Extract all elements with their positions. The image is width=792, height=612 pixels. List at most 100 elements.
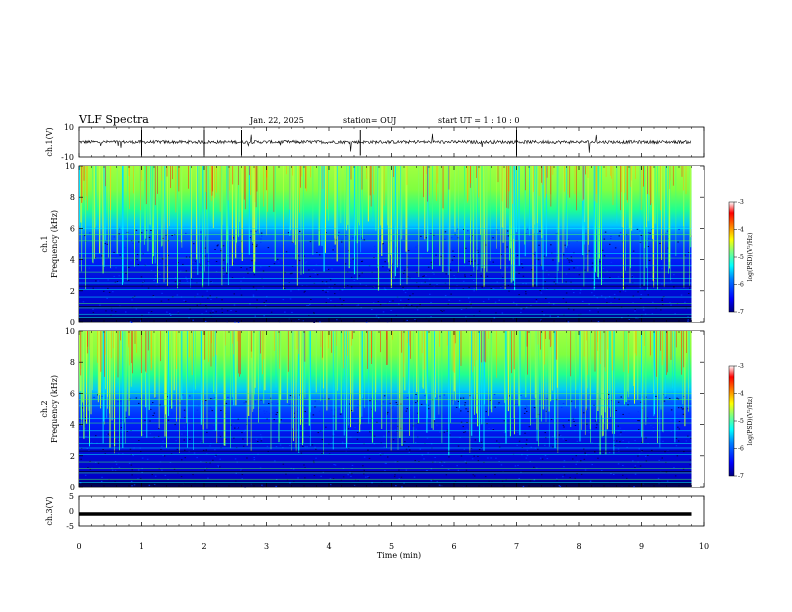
spectrogram-speckle (583, 412, 585, 414)
spectrogram-speckle (628, 400, 630, 402)
spectrogram-speckle (387, 270, 389, 272)
spectrogram-speckle (313, 414, 316, 416)
spectrogram-speckle (129, 448, 132, 450)
spectrogram-speckle (216, 245, 218, 247)
spectrogram-speckle (640, 320, 642, 322)
spectrogram-speckle (583, 404, 585, 406)
spectrogram-speckle (288, 282, 290, 283)
spectrogram-speckle (214, 449, 216, 451)
spectrogram-speckle (603, 238, 606, 240)
spectrogram-speckle (217, 244, 219, 246)
spectrogram-speckle (196, 457, 198, 459)
spectrogram-speckle (398, 263, 400, 265)
spectrogram-speckle (340, 485, 342, 487)
spectrogram-speckle (142, 434, 144, 436)
spectrogram-speckle (518, 272, 520, 274)
spectrogram-speckle (121, 432, 123, 433)
spectrogram-speckle (221, 299, 223, 301)
spectrogram-speckle (114, 470, 117, 472)
spectrogram-speckle (270, 311, 273, 313)
spectrogram-speckle (192, 474, 194, 476)
spectrogram-speckle (227, 396, 229, 398)
spectrogram-speckle (145, 263, 147, 265)
spectrogram-speckle (127, 417, 130, 419)
spectrogram-speckle (332, 249, 334, 251)
spectrogram-speckle (416, 306, 418, 308)
spectrogram-speckle (172, 400, 174, 402)
spectrogram-speckle (336, 319, 338, 321)
spectrogram-speckle (422, 276, 424, 277)
spectrogram-speckle (260, 232, 263, 234)
spectrogram-speckle (208, 264, 211, 266)
spectrogram-speckle (86, 410, 89, 412)
spectrogram-speckle (522, 275, 525, 277)
spectrogram-speckle (290, 290, 292, 292)
spectrogram-speckle (645, 460, 648, 462)
spectrogram-speckle (673, 286, 675, 288)
spectrogram-speckle (487, 457, 489, 459)
spectrogram-speckle (159, 404, 161, 406)
spectrogram-speckle (241, 478, 243, 480)
spectrogram-speckle (260, 235, 263, 237)
spectrogram-speckle (120, 427, 123, 429)
colorbar-tick-label: -6 (738, 282, 744, 289)
spectrogram-speckle (152, 415, 154, 416)
spectrogram-speckle (293, 412, 295, 414)
spectrogram-speckle (152, 295, 155, 296)
spectrogram-speckle (640, 297, 642, 299)
spectrogram-speckle (263, 410, 265, 412)
spectrogram-speckle (204, 320, 207, 322)
spectrogram-speckle (407, 276, 409, 278)
spectrogram-speckle (516, 432, 519, 434)
spectrogram-speckle (523, 254, 526, 256)
spectrogram-speckle (468, 286, 470, 288)
spectrogram-speckle (334, 283, 336, 285)
spectrogram-speckle (688, 413, 690, 415)
spectrogram-speckle (280, 419, 282, 421)
spectrogram-speckle (632, 276, 635, 278)
spectrogram-speckle (286, 479, 289, 481)
spectrogram-speckle (430, 316, 432, 318)
spectrogram-speckle (193, 243, 195, 245)
spectrogram-speckle (390, 310, 392, 311)
spectrogram-speckle (469, 301, 471, 303)
spectrogram-speckle (379, 454, 382, 456)
spectrogram-speckle (587, 265, 590, 266)
spectrogram-speckle (420, 403, 423, 405)
spectrogram-speckle (444, 238, 446, 240)
spectrogram-speckle (448, 456, 450, 458)
spectrogram-speckle (105, 310, 107, 312)
spectrogram-speckle (634, 440, 636, 442)
spectrogram-speckle (619, 434, 622, 436)
spectrogram-speckle (136, 259, 138, 261)
spectrogram-speckle (602, 452, 604, 454)
spectrogram-speckle (215, 454, 217, 456)
spectrogram-speckle (473, 290, 475, 292)
spectrogram-blank (691, 166, 704, 322)
colorbar-tick-label: -6 (738, 446, 744, 453)
spectrogram-speckle (125, 417, 127, 419)
spectrogram-speckle (465, 469, 468, 471)
spectrogram-speckle (261, 438, 263, 440)
spectrogram-speckle (386, 321, 389, 323)
spectrogram-speckle (414, 319, 416, 320)
spectrogram-speckle (409, 449, 411, 451)
spectrogram-speckle (351, 464, 354, 466)
spectrogram-speckle (580, 460, 582, 462)
spectrogram-speckle (555, 439, 557, 440)
spectrogram-speckle (360, 307, 362, 309)
spectrogram-speckle (185, 270, 188, 272)
spectrogram-speckle (382, 243, 384, 245)
spectrogram-speckle (158, 280, 161, 282)
spectrogram-speckle (558, 485, 561, 487)
spectrogram-speckle (200, 231, 202, 233)
spectrogram-speckle (632, 250, 635, 252)
spectrogram-speckle (651, 449, 653, 451)
spectrogram-speckle (126, 431, 129, 432)
spectrogram-speckle (628, 412, 630, 414)
spectrogram-speckle (439, 395, 441, 397)
spectrogram-speckle (427, 452, 429, 454)
spectrogram-speckle (494, 301, 497, 303)
spectrogram-speckle (162, 237, 164, 239)
spectrogram-speckle (275, 485, 277, 487)
